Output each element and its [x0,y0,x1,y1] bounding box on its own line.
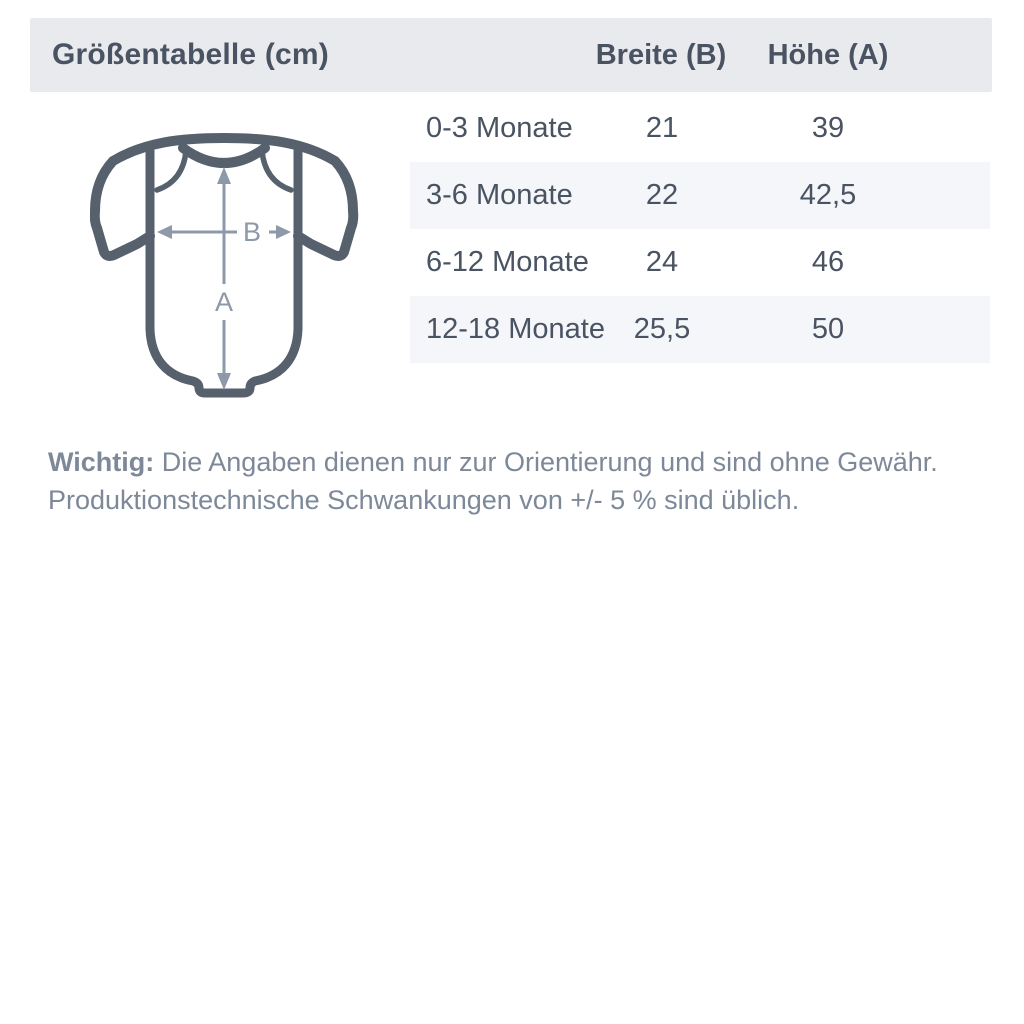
bodysuit-diagram: A B [90,133,360,403]
disclaimer-line1: Die Angaben dienen nur zur Orientierung … [161,447,938,477]
column-header-breite: Breite (B) [595,38,727,71]
width-arrow [157,225,291,239]
hoehe-cell: 50 [811,313,845,345]
bodysuit-torso-outline [145,146,303,398]
hoehe-cell: 46 [811,246,845,278]
table-row: 3-6 Monate 22 42,5 [410,162,990,229]
size-cell: 6-12 Monate [426,246,589,278]
shoulder-fold-right [259,148,294,193]
size-cell: 0-3 Monate [426,112,573,144]
column-header-hoehe: Höhe (A) [767,38,889,71]
disclaimer-note: Wichtig: Die Angaben dienen nur zur Orie… [48,443,973,519]
hoehe-cell: 42,5 [799,179,857,211]
size-cell: 3-6 Monate [426,179,573,211]
breite-cell: 21 [645,112,679,144]
size-cell: 12-18 Monate [426,313,605,345]
disclaimer-line2: Produktionstechnische Schwankungen von +… [48,485,800,515]
height-arrow [217,167,231,390]
shoulder-fold-left [154,148,189,193]
table-row: 12-18 Monate 25,5 50 [410,296,990,363]
height-arrow-label: A [215,287,233,317]
width-arrow-label: B [243,217,261,247]
bodysuit-outline [90,133,359,261]
size-chart-title: Größentabelle (cm) [52,38,329,71]
table-row: 6-12 Monate 24 46 [410,229,990,296]
size-chart-header: Größentabelle (cm) Breite (B) Höhe (A) [30,18,992,92]
size-table: 0-3 Monate 21 39 3-6 Monate 22 42,5 6-12… [410,95,990,363]
table-row: 0-3 Monate 21 39 [410,95,990,162]
bodysuit-diagram-svg: A B [90,133,359,398]
neck-opening-rim [178,143,270,168]
breite-cell: 24 [645,246,679,278]
hoehe-cell: 39 [811,112,845,144]
disclaimer-label: Wichtig: [48,447,155,477]
breite-cell: 25,5 [633,313,691,345]
breite-cell: 22 [645,179,679,211]
